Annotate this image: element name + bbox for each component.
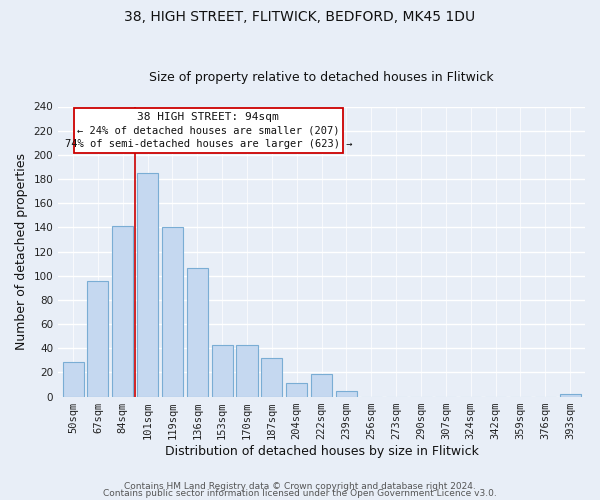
- Text: 38 HIGH STREET: 94sqm: 38 HIGH STREET: 94sqm: [137, 112, 279, 122]
- Bar: [212, 344, 233, 397]
- Bar: [262, 358, 283, 397]
- Bar: [286, 384, 307, 396]
- Bar: [112, 226, 133, 396]
- Text: 74% of semi-detached houses are larger (623) →: 74% of semi-detached houses are larger (…: [65, 139, 352, 149]
- Y-axis label: Number of detached properties: Number of detached properties: [15, 153, 28, 350]
- Bar: [187, 268, 208, 396]
- FancyBboxPatch shape: [74, 108, 343, 153]
- Bar: [88, 280, 109, 396]
- Text: 38, HIGH STREET, FLITWICK, BEDFORD, MK45 1DU: 38, HIGH STREET, FLITWICK, BEDFORD, MK45…: [124, 10, 476, 24]
- Bar: [560, 394, 581, 396]
- Bar: [236, 344, 257, 397]
- Bar: [62, 362, 83, 396]
- Title: Size of property relative to detached houses in Flitwick: Size of property relative to detached ho…: [149, 72, 494, 85]
- Text: Contains HM Land Registry data © Crown copyright and database right 2024.: Contains HM Land Registry data © Crown c…: [124, 482, 476, 491]
- Bar: [137, 173, 158, 396]
- Text: Contains public sector information licensed under the Open Government Licence v3: Contains public sector information licen…: [103, 489, 497, 498]
- Bar: [162, 228, 183, 396]
- Bar: [311, 374, 332, 396]
- Bar: [336, 390, 357, 396]
- X-axis label: Distribution of detached houses by size in Flitwick: Distribution of detached houses by size …: [164, 444, 479, 458]
- Text: ← 24% of detached houses are smaller (207): ← 24% of detached houses are smaller (20…: [77, 126, 340, 136]
